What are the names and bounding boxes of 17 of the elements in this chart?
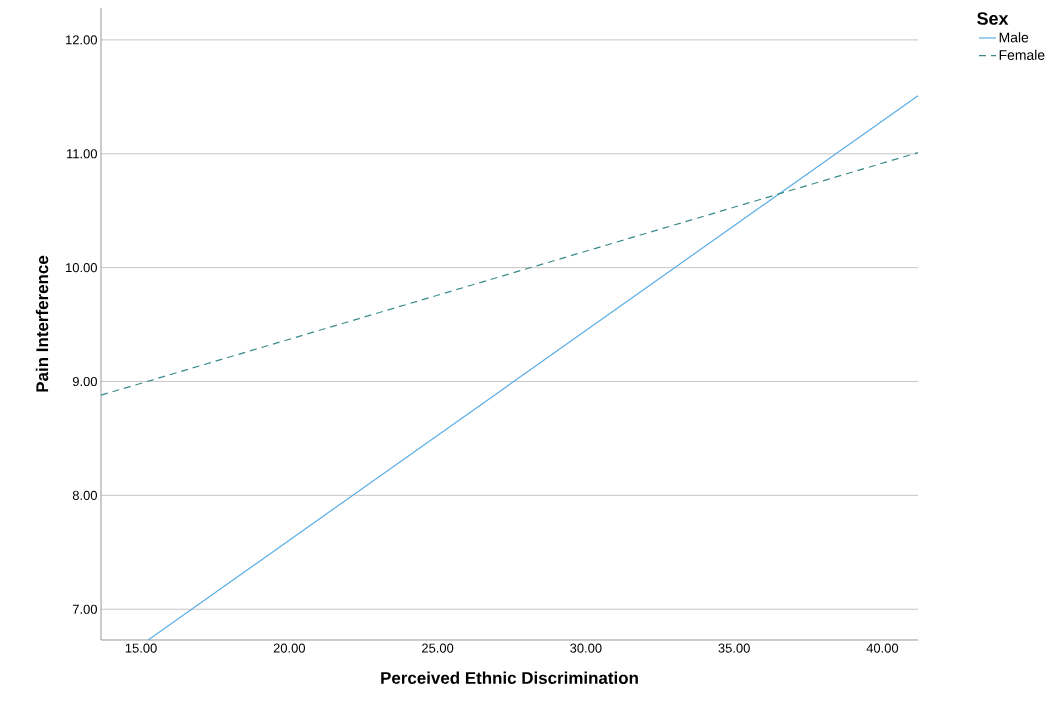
y-tick-label: 11.00 [67,149,97,159]
legend-title: Sex [977,12,1009,25]
y-tick-label: 8.00 [72,490,97,500]
x-tick-label: 20.00 [273,643,306,653]
legend-label: Female [999,49,1045,60]
y-tick-label: 10.00 [66,263,97,273]
y-tick-label: 9.00 [72,376,97,387]
y-tick-label: 12.00 [66,35,97,45]
x-tick-label: 40.00 [866,643,899,653]
y-tick-label: 7.00 [72,604,97,614]
x-axis-title: Perceived Ethnic Discrimination [381,671,638,684]
x-tick-label: 15.00 [125,643,157,653]
y-axis-title: Pain Interference [35,255,49,392]
legend-label: Male [999,32,1029,43]
x-tick-label: 30.00 [570,643,602,653]
x-tick-label: 25.00 [422,643,454,653]
x-tick-label: 35.00 [718,643,750,653]
